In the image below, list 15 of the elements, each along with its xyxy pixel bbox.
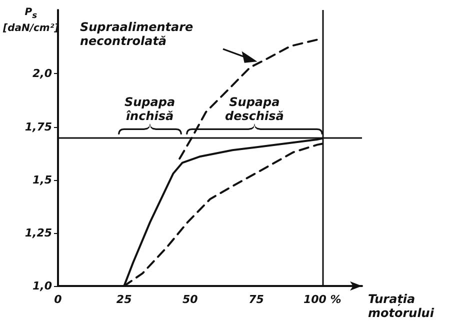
annotation: Supraalimentare necontrolată [80, 20, 194, 48]
y-tick-label: 2,0 [32, 67, 52, 80]
annotation: Supapa închisă [124, 95, 176, 124]
y-tick-label: 1,25 [24, 226, 52, 240]
x-tick-label: 25 [116, 293, 132, 306]
y-tick-label: 1,75 [24, 120, 52, 134]
x-tick-label: 100 % [303, 293, 342, 306]
x-axis-title: Turația motorului [368, 292, 434, 320]
annotation: Supapa deschisă [225, 95, 284, 124]
x-tick-label: 50 [182, 293, 198, 306]
x-tick-label: 0 [54, 293, 62, 306]
y-axis-title: P$_{s}$ [daN/cm²] [3, 6, 59, 35]
x-tick-label: 75 [248, 293, 264, 306]
y-tick-label: 1,0 [32, 280, 52, 292]
y-tick-label: 1,5 [32, 173, 52, 186]
